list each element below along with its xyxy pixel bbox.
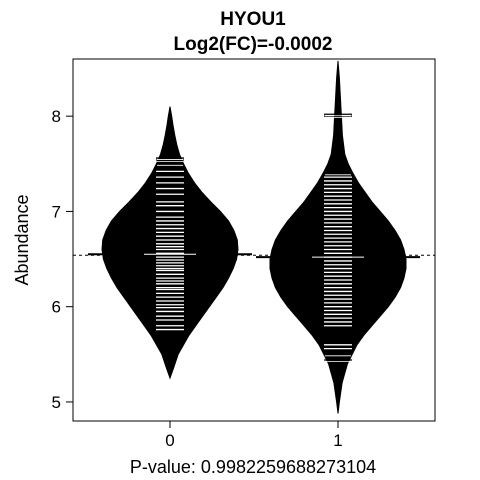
y-tick-label: 8 (52, 107, 61, 126)
chart-subtitle: Log2(FC)=-0.0002 (174, 34, 333, 55)
y-axis: 5 6 7 8 (52, 107, 74, 412)
y-tick-label: 6 (52, 298, 61, 317)
x-tick-label: 1 (333, 431, 342, 450)
plot-area (73, 60, 435, 414)
bean-1 (269, 60, 407, 414)
y-tick-label: 7 (52, 202, 61, 221)
chart-title: HYOU1 (220, 9, 286, 30)
bean-0 (101, 106, 239, 380)
y-tick-label: 5 (52, 393, 61, 412)
x-axis-label: P-value: 0.9982259688273104 (130, 457, 376, 477)
x-tick-label: 0 (165, 431, 174, 450)
y-axis-label: Abundance (12, 194, 32, 285)
